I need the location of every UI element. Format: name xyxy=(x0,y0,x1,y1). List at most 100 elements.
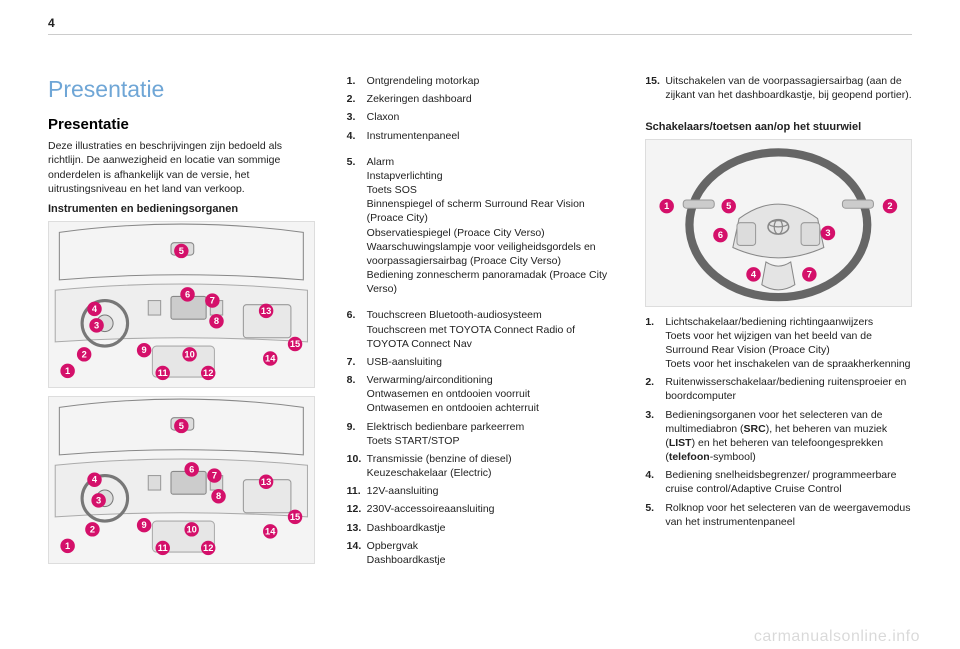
callout-marker: 5 xyxy=(174,419,188,433)
callout-marker: 5 xyxy=(722,199,736,213)
item-number: 1. xyxy=(645,315,665,372)
item-text: Zekeringen dashboard xyxy=(367,92,614,106)
svg-text:2: 2 xyxy=(82,349,87,359)
callout-marker: 4 xyxy=(747,267,761,281)
svg-text:13: 13 xyxy=(261,477,271,487)
watermark: carmanualsonline.info xyxy=(754,628,920,646)
svg-text:11: 11 xyxy=(158,543,168,553)
item-text: 12V-aansluiting xyxy=(367,484,614,498)
svg-text:15: 15 xyxy=(290,512,300,522)
callout-marker: 5 xyxy=(174,244,188,258)
callout-marker: 10 xyxy=(182,347,196,361)
list-item: 1.Ontgrendeling motorkap xyxy=(347,74,614,88)
svg-text:8: 8 xyxy=(216,491,221,501)
list-item: 13.Dashboardkastje xyxy=(347,521,614,535)
item-line: Observatiespiegel (Proace City Verso) xyxy=(367,226,614,240)
callout-marker: 10 xyxy=(184,522,198,536)
item-line: Ruitenwisserschakelaar/bediening ruitens… xyxy=(665,375,912,403)
svg-text:10: 10 xyxy=(187,525,197,535)
item-number: 4. xyxy=(645,468,665,496)
item-text: Verwarming/airconditioningOntwasemen en … xyxy=(367,373,614,416)
item-number: 6. xyxy=(347,308,367,351)
item-text: Claxon xyxy=(367,110,614,124)
item-line: Uitschakelen van de voorpassagiersairbag… xyxy=(665,74,912,102)
item-line: Binnenspiegel of scherm Surround Rear Vi… xyxy=(367,197,614,225)
callout-marker: 6 xyxy=(714,228,728,242)
svg-text:6: 6 xyxy=(189,465,194,475)
svg-text:4: 4 xyxy=(751,270,757,280)
item-text: USB-aansluiting xyxy=(367,355,614,369)
svg-text:9: 9 xyxy=(142,520,147,530)
callout-marker: 7 xyxy=(207,469,221,483)
svg-text:6: 6 xyxy=(718,230,723,240)
list-item: 6.Touchscreen Bluetooth-audiosysteemTouc… xyxy=(347,308,614,351)
callout-marker: 8 xyxy=(209,314,223,328)
list-item: 2.Ruitenwisserschakelaar/bediening ruite… xyxy=(645,375,912,403)
callout-marker: 3 xyxy=(821,226,835,240)
svg-text:5: 5 xyxy=(179,421,184,431)
item-line: USB-aansluiting xyxy=(367,355,614,369)
column-3: 15.Uitschakelen van de voorpassagiersair… xyxy=(645,74,912,619)
callout-marker: 9 xyxy=(137,518,151,532)
item-line: Opbergvak xyxy=(367,539,614,553)
item-number: 8. xyxy=(347,373,367,416)
item-text: Transmissie (benzine of diesel)Keuzescha… xyxy=(367,452,614,480)
svg-text:3: 3 xyxy=(826,228,831,238)
item-line: Instrumentenpaneel xyxy=(367,129,614,143)
list-item: 9.Elektrisch bedienbare parkeerremToets … xyxy=(347,420,614,448)
intro-text: Deze illustraties en beschrijvingen zijn… xyxy=(48,139,315,196)
svg-text:7: 7 xyxy=(212,471,217,481)
subhead-instruments: Instrumenten en bedieningsorganen xyxy=(48,202,315,217)
item-text: Dashboardkastje xyxy=(367,521,614,535)
svg-text:4: 4 xyxy=(92,475,98,485)
item-line: Lichtschakelaar/bediening richtingaanwij… xyxy=(665,315,912,329)
svg-text:5: 5 xyxy=(726,201,731,211)
callout-marker: 4 xyxy=(87,301,101,315)
svg-text:1: 1 xyxy=(65,541,70,551)
list-item: 2.Zekeringen dashboard xyxy=(347,92,614,106)
callout-marker: 3 xyxy=(91,493,105,507)
page-number: 4 xyxy=(48,16,55,30)
numbered-list-b: 5.AlarmInstapverlichtingToets SOSBinnens… xyxy=(347,155,614,297)
svg-text:8: 8 xyxy=(214,316,219,326)
item-line: Dashboardkastje xyxy=(367,553,614,567)
item-line: Touchscreen met TOYOTA Connect Radio of … xyxy=(367,323,614,351)
item-line: Bediening zonnescherm panoramadak (Proac… xyxy=(367,268,614,296)
callout-marker: 13 xyxy=(259,475,273,489)
svg-text:2: 2 xyxy=(90,525,95,535)
callout-marker: 15 xyxy=(288,337,302,351)
item-text: Lichtschakelaar/bediening richtingaanwij… xyxy=(665,315,912,372)
svg-text:9: 9 xyxy=(142,345,147,355)
numbered-list-c: 6.Touchscreen Bluetooth-audiosysteemTouc… xyxy=(347,308,614,567)
callout-marker: 4 xyxy=(87,473,101,487)
item-line: Elektrisch bedienbare parkeerrem xyxy=(367,420,614,434)
callout-marker: 8 xyxy=(211,489,225,503)
item-line: Toets START/STOP xyxy=(367,434,614,448)
item-line: Ontwasemen en ontdooien voorruit xyxy=(367,387,614,401)
item-line: Bedieningsorganen voor het selecteren va… xyxy=(665,408,912,465)
item-text: OpbergvakDashboardkastje xyxy=(367,539,614,567)
callout-marker: 1 xyxy=(60,539,74,553)
item-number: 7. xyxy=(347,355,367,369)
item-number: 2. xyxy=(347,92,367,106)
svg-text:5: 5 xyxy=(179,246,184,256)
callout-marker: 13 xyxy=(259,303,273,317)
item-line: Toets SOS xyxy=(367,183,614,197)
svg-text:7: 7 xyxy=(807,270,812,280)
list-item: 3.Claxon xyxy=(347,110,614,124)
callout-marker: 9 xyxy=(137,343,151,357)
callout-marker: 2 xyxy=(77,347,91,361)
chapter-title: Presentatie xyxy=(48,74,315,105)
callout-marker: 7 xyxy=(205,293,219,307)
steering-wheel-figure: 1234567 xyxy=(645,139,912,306)
manual-page: 4 Presentatie Presentatie Deze illustrat… xyxy=(0,0,960,649)
callout-marker: 12 xyxy=(201,541,215,555)
item-line: Claxon xyxy=(367,110,614,124)
svg-text:1: 1 xyxy=(664,201,669,211)
svg-text:14: 14 xyxy=(265,527,276,537)
column-1: Presentatie Presentatie Deze illustratie… xyxy=(48,74,315,619)
numbered-list-bottom: 1.Lichtschakelaar/bediening richtingaanw… xyxy=(645,315,912,529)
item-line: Instapverlichting xyxy=(367,169,614,183)
item-number: 5. xyxy=(347,155,367,297)
item-text: Bediening snelheidsbegrenzer/ programmee… xyxy=(665,468,912,496)
